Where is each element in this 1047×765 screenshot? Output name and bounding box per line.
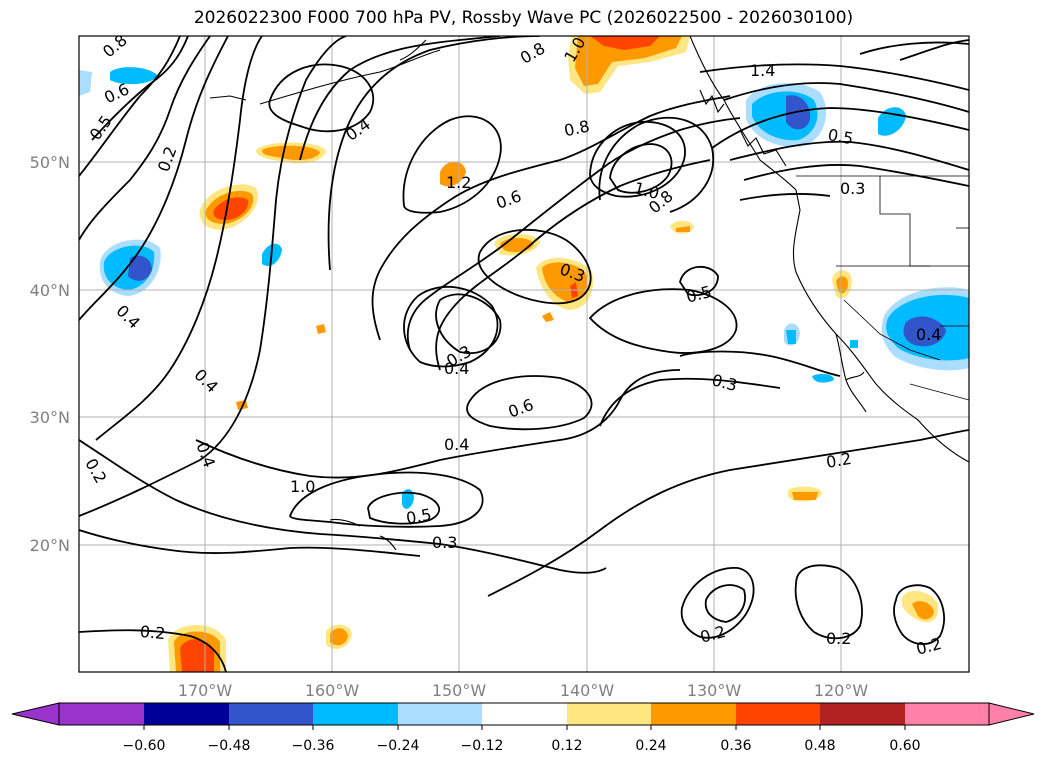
colorbar-bin [59,703,144,725]
colorbar-bin [651,703,736,725]
colorbar-tick: −0.48 [208,738,251,754]
lon-label: 120°W [814,681,869,700]
colorbar-under-extend [11,702,60,726]
colorbar-bin [144,703,229,725]
pc-shading [79,36,969,672]
contour-label: 0.2 [826,629,851,648]
lon-label: 130°W [687,681,742,700]
lon-label: 160°W [305,681,360,700]
colorbar: −0.60 −0.48 −0.36 −0.24 −0.12 0.12 0.24 … [11,702,1035,754]
map-title: 2026022300 F000 700 hPa PV, Rossby Wave … [193,8,854,28]
contour-label: 1.4 [750,61,775,80]
lon-label: 140°W [560,681,615,700]
contour-label: 1.2 [446,173,471,192]
lat-label: 50°N [30,153,70,172]
colorbar-tick: −0.36 [292,738,335,754]
contour-label: 0.3 [432,533,457,552]
colorbar-bin [313,703,398,725]
gridlines [79,36,969,672]
contour-label: 0.4 [444,359,469,378]
colorbar-bin [820,703,905,725]
colorbar-tick: −0.12 [461,738,504,754]
colorbar-tick: −0.60 [123,738,166,754]
contour-label: 1.0 [290,477,315,496]
contour-label: 0.4 [444,435,469,454]
lat-label: 30°N [30,408,70,427]
colorbar-tick: −0.24 [377,738,420,754]
colorbar-tick: 0.24 [635,738,666,754]
colorbar-bin [905,703,989,725]
map-frame [78,35,970,673]
contour-label: 0.5 [826,125,854,148]
contour-label: 0.2 [825,449,853,472]
colorbar-bin [567,703,651,725]
colorbar-tick: 0.48 [804,738,835,754]
colorbar-bin [736,703,820,725]
lat-label: 40°N [30,281,70,300]
pv-contours [79,36,969,672]
colorbar-bin [398,703,482,725]
lat-label: 20°N [30,536,70,555]
colorbar-bin [229,703,313,725]
contour-label: 0.2 [139,622,166,643]
lon-label: 150°W [432,681,487,700]
contour-label: 0.4 [916,325,941,344]
lon-label: 170°W [178,681,233,700]
colorbar-tick: 0.12 [551,738,582,754]
contour-label: 0.5 [405,505,433,528]
latitude-labels: 50°N 40°N 30°N 20°N [30,153,70,555]
colorbar-bin [482,703,567,725]
colorbar-tick: 0.60 [889,738,920,754]
colorbar-tick: 0.36 [720,738,751,754]
contour-label: 0.3 [840,179,865,198]
longitude-labels: 170°W 160°W 150°W 140°W 130°W 120°W [178,681,869,700]
contour-label: 0.8 [562,116,591,140]
coastlines [209,36,969,551]
colorbar-over-extend [988,702,1035,726]
